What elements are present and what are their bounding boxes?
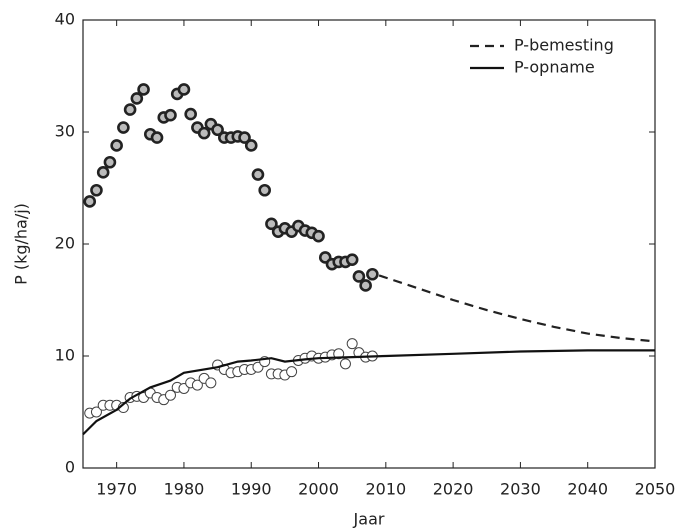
x-axis-label: Jaar xyxy=(353,510,385,529)
y-tick-label: 30 xyxy=(55,122,75,141)
data-point xyxy=(258,183,271,197)
data-point xyxy=(110,139,123,152)
data-point xyxy=(238,131,251,144)
y-axis-label: P (kg/ha/j) xyxy=(12,203,31,285)
data-point xyxy=(244,139,258,152)
data-point xyxy=(184,107,197,121)
data-point xyxy=(333,348,345,360)
x-tick-label: 1990 xyxy=(231,480,272,499)
data-point xyxy=(312,229,325,243)
x-tick-label: 2010 xyxy=(365,480,406,499)
data-point xyxy=(177,83,191,96)
data-point xyxy=(164,389,176,401)
x-tick-label: 1970 xyxy=(96,480,137,499)
data-point xyxy=(366,267,379,281)
data-point xyxy=(164,108,177,122)
x-tick-label: 1980 xyxy=(164,480,205,499)
data-point xyxy=(103,155,117,169)
legend-label: P-bemesting xyxy=(514,36,614,55)
x-tick-label: 2040 xyxy=(567,480,608,499)
data-point xyxy=(211,123,224,137)
data-point xyxy=(191,379,203,391)
data-point xyxy=(339,358,351,370)
y-tick-label: 40 xyxy=(55,10,75,29)
data-point xyxy=(130,92,144,105)
data-point xyxy=(150,131,164,144)
x-tick-label: 2020 xyxy=(433,480,474,499)
x-tick-label: 2000 xyxy=(298,480,339,499)
data-point xyxy=(117,121,130,134)
data-point xyxy=(265,217,278,231)
data-line xyxy=(82,349,655,436)
y-tick-label: 20 xyxy=(55,234,75,253)
data-point xyxy=(83,195,97,208)
data-point xyxy=(90,183,103,197)
data-point xyxy=(352,270,366,283)
data-point xyxy=(251,168,265,181)
y-tick-label: 0 xyxy=(65,458,75,477)
data-point xyxy=(123,103,137,116)
data-point xyxy=(96,166,110,179)
data-point xyxy=(205,377,217,389)
data-line xyxy=(378,274,656,343)
data-point xyxy=(286,366,298,378)
data-point xyxy=(90,406,102,418)
data-point xyxy=(197,126,211,140)
data-point xyxy=(359,279,372,292)
data-point xyxy=(137,83,150,96)
data-point xyxy=(345,253,359,266)
data-point xyxy=(346,338,358,350)
x-tick-label: 2030 xyxy=(500,480,541,499)
x-tick-label: 2050 xyxy=(635,480,676,499)
y-tick-label: 10 xyxy=(55,346,75,365)
legend-label: P-opname xyxy=(514,58,595,77)
